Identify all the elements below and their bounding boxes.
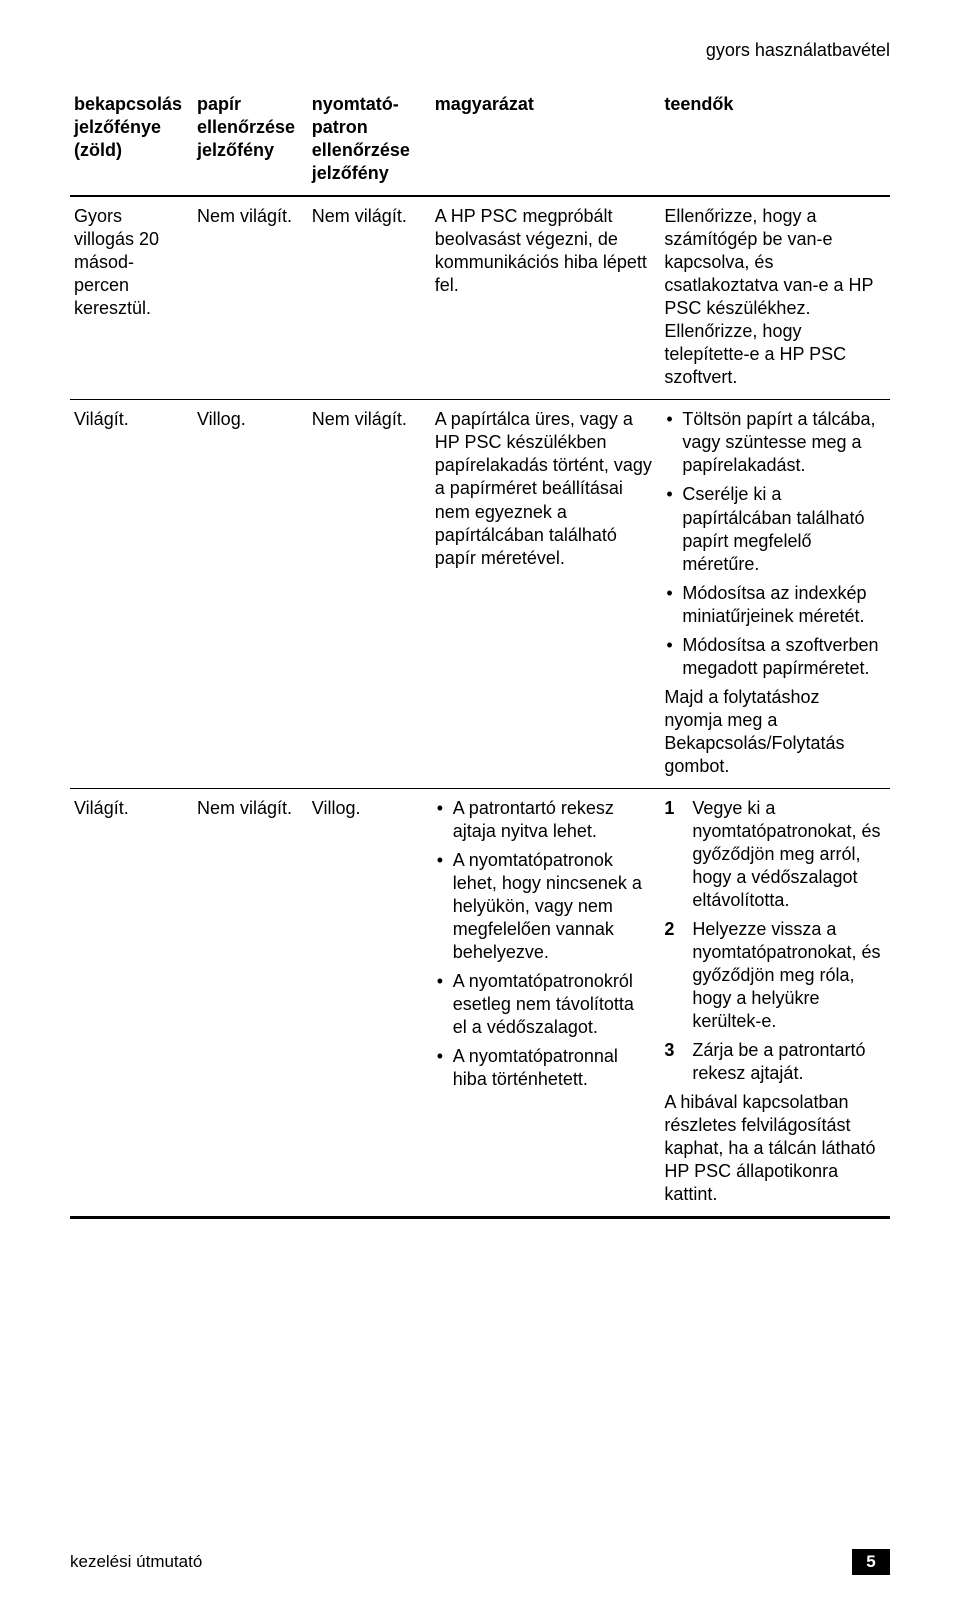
list-item: Cserélje ki a papírtálcában található pa… — [664, 483, 882, 575]
cell-paper: Nem világít. — [193, 196, 308, 400]
step-number: 2 — [664, 918, 674, 941]
running-head: gyors használatbavétel — [70, 40, 890, 61]
col-header-power: bekapcsolás jelzőfénye (zöld) — [70, 89, 193, 196]
table-header-row: bekapcsolás jelzőfénye (zöld) papír elle… — [70, 89, 890, 196]
action-numbered-list: 1 Vegye ki a nyomtatópatronokat, és győző… — [664, 797, 882, 1085]
list-item: A nyomtatópatronnal hiba történhetett. — [435, 1045, 653, 1091]
col-header-explanation: magyarázat — [431, 89, 661, 196]
cell-paper: Nem világít. — [193, 788, 308, 1218]
step-text: Zárja be a patrontartó rekesz ajtaját. — [692, 1040, 865, 1083]
cell-cartridge: Villog. — [308, 788, 431, 1218]
action-follow-text: Majd a folytatáshoz nyomja meg a Bekapcs… — [664, 686, 882, 778]
cell-cartridge: Nem világít. — [308, 196, 431, 400]
page-number: 5 — [852, 1549, 890, 1575]
cell-paper: Villog. — [193, 400, 308, 788]
cell-action: 1 Vegye ki a nyomtatópatronokat, és győző… — [660, 788, 890, 1218]
list-item: A nyomtatópatronok lehet, hogy nincsenek… — [435, 849, 653, 964]
troubleshooting-table: bekapcsolás jelzőfénye (zöld) papír elle… — [70, 89, 890, 1219]
cell-action: Töltsön papírt a tálcába, vagy szüntesse… — [660, 400, 890, 788]
list-item: 3 Zárja be a patrontartó rekesz ajtaját. — [664, 1039, 882, 1085]
action-follow-text: A hibával kapcsolatban részletes felvilá… — [664, 1091, 882, 1206]
list-item: Módosítsa a szoftverben megadott papírmé… — [664, 634, 882, 680]
cell-action: Ellenőrizze, hogy a számítógép be van-e … — [660, 196, 890, 400]
table-row: Világít. Nem világít. Villog. A patronta… — [70, 788, 890, 1218]
explanation-bullet-list: A patrontartó rekesz ajtaja nyitva lehet… — [435, 797, 653, 1091]
cell-cartridge: Nem világít. — [308, 400, 431, 788]
page-footer: kezelési útmutató 5 — [70, 1549, 890, 1575]
list-item: Töltsön papírt a tálcába, vagy szüntesse… — [664, 408, 882, 477]
page: gyors használatbavétel bekapcsolás jelző… — [0, 0, 960, 1603]
footer-label: kezelési útmutató — [70, 1552, 202, 1572]
step-number: 3 — [664, 1039, 674, 1062]
list-item: Módosítsa az indexkép miniatűrjeinek mér… — [664, 582, 882, 628]
list-item: 1 Vegye ki a nyomtatópatronokat, és győző… — [664, 797, 882, 912]
table-row: Világít. Villog. Nem világít. A papírtál… — [70, 400, 890, 788]
list-item: 2 Helyezze vissza a nyomtatópatronokat, é… — [664, 918, 882, 1033]
cell-power: Világít. — [70, 400, 193, 788]
cell-power: Gyors villogás 20 másod-percen keresztül… — [70, 196, 193, 400]
list-item: A nyomtatópatronokról esetleg nem távolí… — [435, 970, 653, 1039]
col-header-paper: papír ellenőrzése jelzőfény — [193, 89, 308, 196]
step-number: 1 — [664, 797, 674, 820]
action-bullet-list: Töltsön papírt a tálcába, vagy szüntesse… — [664, 408, 882, 679]
col-header-action: teendők — [660, 89, 890, 196]
step-text: Vegye ki a nyomtatópatronokat, és győződ… — [692, 798, 880, 910]
table-row: Gyors villogás 20 másod-percen keresztül… — [70, 196, 890, 400]
cell-power: Világít. — [70, 788, 193, 1218]
cell-explanation: A HP PSC megpróbált beolvasást végezni, … — [431, 196, 661, 400]
step-text: Helyezze vissza a nyomtatópatronokat, és… — [692, 919, 880, 1031]
cell-explanation: A patrontartó rekesz ajtaja nyitva lehet… — [431, 788, 661, 1218]
list-item: A patrontartó rekesz ajtaja nyitva lehet… — [435, 797, 653, 843]
col-header-cartridge: nyomtató-patron ellenőrzése jelzőfény — [308, 89, 431, 196]
cell-explanation: A papírtálca üres, vagy a HP PSC készülé… — [431, 400, 661, 788]
